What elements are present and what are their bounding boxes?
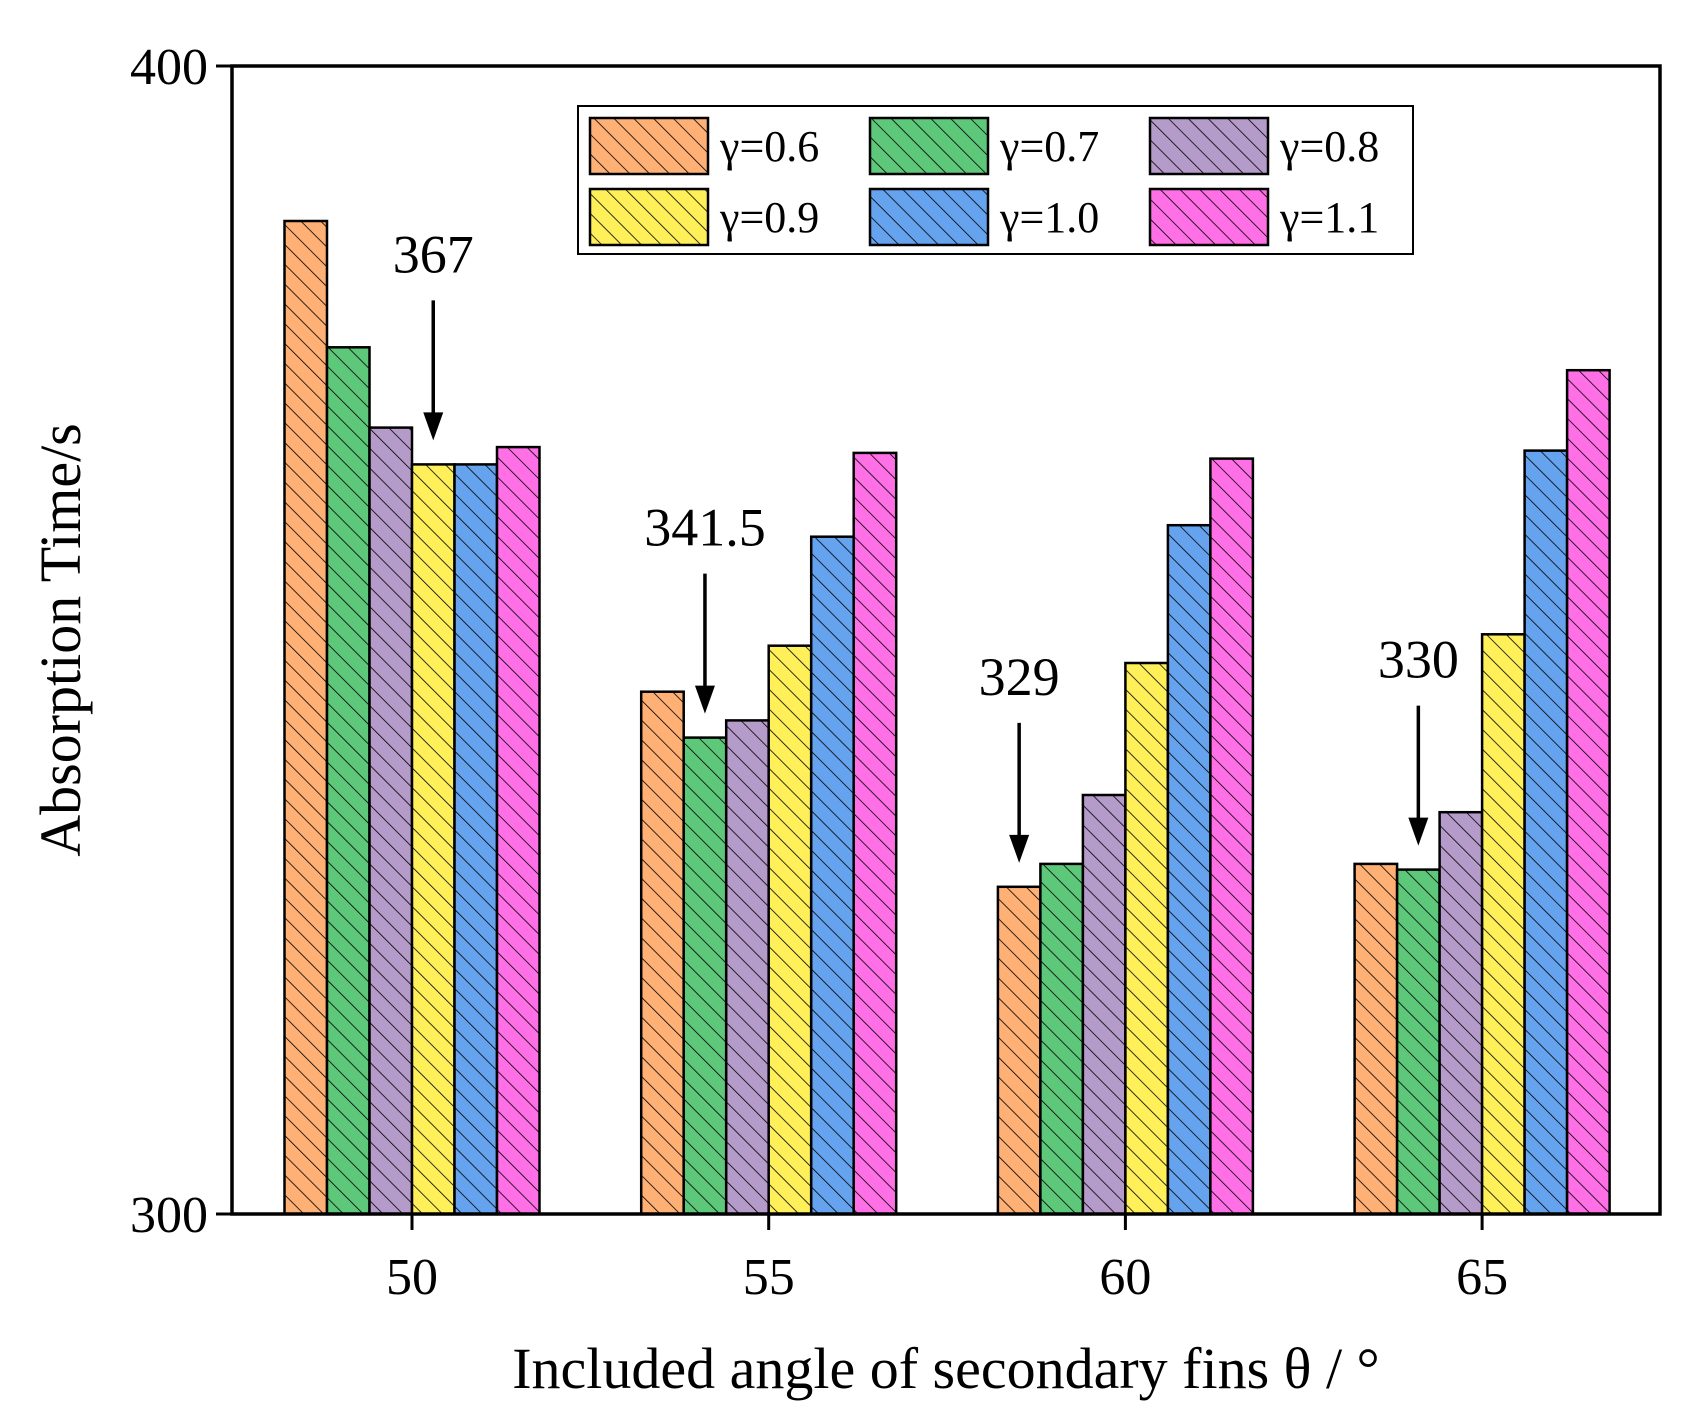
bar-55-series-6 <box>852 451 898 1216</box>
legend-item-6: γ=1.1 <box>1148 187 1379 247</box>
y-axis-ticks: 300 400 <box>130 39 232 1244</box>
x-tick-label: 55 <box>743 1249 795 1306</box>
legend-label: γ=0.9 <box>719 193 819 242</box>
x-tick-label: 65 <box>1456 1249 1508 1306</box>
annotation-341.5: 341.5 <box>644 498 766 714</box>
legend-swatch <box>1148 187 1270 247</box>
bar-55-series-5 <box>809 535 855 1216</box>
bar-65-series-1 <box>1353 862 1399 1216</box>
legend-swatch <box>868 116 990 176</box>
y-axis-label: Absorption Time/s <box>28 423 93 857</box>
legend-swatch <box>588 187 710 247</box>
legend-swatch <box>1148 116 1270 176</box>
bar-50-series-5 <box>453 463 499 1216</box>
bar-50-series-2 <box>325 346 371 1216</box>
x-tick-label: 50 <box>386 1249 438 1306</box>
bar-65-series-4 <box>1480 633 1526 1216</box>
annotation-329: 329 <box>979 647 1060 863</box>
bar-65-series-3 <box>1438 810 1484 1216</box>
y-tick-label: 400 <box>130 39 208 96</box>
annotation-label: 330 <box>1378 630 1459 690</box>
bar-55-series-1 <box>639 690 685 1216</box>
bar-65-series-5 <box>1523 449 1569 1216</box>
y-tick-label: 300 <box>130 1187 208 1244</box>
legend: γ=0.6 γ=0.7 γ=0.8 γ=0.9 γ=1.0 γ=1.1 <box>577 105 1414 255</box>
bar-55-series-2 <box>682 736 728 1216</box>
legend-swatch <box>588 116 710 176</box>
bar-55-series-3 <box>724 719 770 1216</box>
plot-frame <box>230 64 1662 1216</box>
bar-50-series-4 <box>410 463 456 1216</box>
x-axis-label: Included angle of secondary fins θ / ° <box>512 1336 1380 1401</box>
bar-60-series-5 <box>1166 523 1212 1216</box>
bar-50-series-6 <box>495 445 541 1216</box>
annotation-label: 341.5 <box>644 498 766 558</box>
bar-60-series-3 <box>1081 793 1127 1216</box>
annotation-330: 330 <box>1378 630 1459 846</box>
legend-box <box>577 105 1414 255</box>
legend-item-5: γ=1.0 <box>868 187 1099 247</box>
bar-60-series-6 <box>1209 457 1255 1216</box>
bar-65-series-2 <box>1395 868 1441 1216</box>
legend-item-4: γ=0.9 <box>588 187 819 247</box>
x-axis-ticks: 50 55 60 65 <box>386 1214 1508 1306</box>
bars-layer <box>283 219 1611 1216</box>
annotations-layer: 367 341.5 329 330 <box>393 224 1459 863</box>
bar-60-series-2 <box>1039 862 1085 1216</box>
legend-label: γ=0.7 <box>999 122 1099 171</box>
bar-50-series-3 <box>368 426 414 1216</box>
legend-label: γ=0.6 <box>719 122 819 171</box>
legend-item-3: γ=0.8 <box>1148 116 1379 176</box>
annotation-label: 329 <box>979 647 1060 707</box>
legend-label: γ=1.0 <box>999 193 1099 242</box>
bar-50-series-1 <box>283 219 329 1216</box>
legend-item-1: γ=0.6 <box>588 116 819 176</box>
bar-60-series-4 <box>1124 661 1170 1216</box>
legend-swatch <box>868 187 990 247</box>
legend-label: γ=1.1 <box>1279 193 1379 242</box>
annotation-367: 367 <box>393 224 474 441</box>
legend-label: γ=0.8 <box>1279 122 1379 171</box>
legend-item-2: γ=0.7 <box>868 116 1099 176</box>
x-tick-label: 60 <box>1099 1249 1151 1306</box>
annotation-label: 367 <box>393 224 474 284</box>
bar-60-series-1 <box>996 885 1042 1216</box>
bar-65-series-6 <box>1565 368 1611 1216</box>
bar-55-series-4 <box>767 644 813 1216</box>
